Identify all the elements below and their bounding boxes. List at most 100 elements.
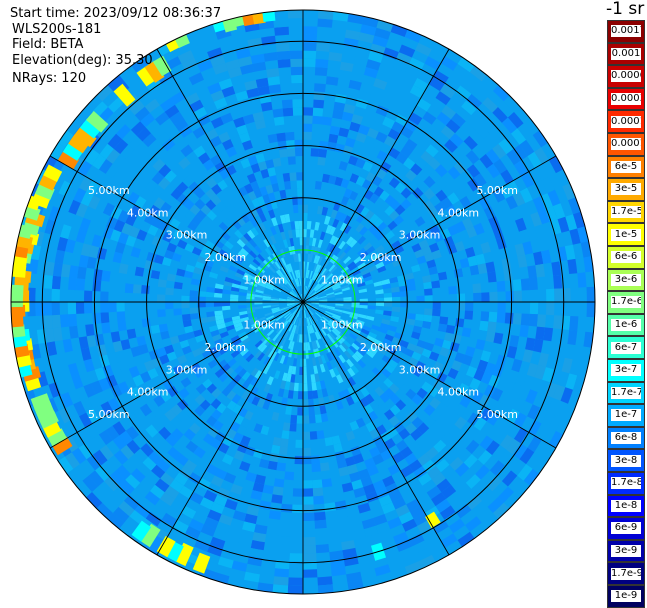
- field-cell: [328, 52, 342, 62]
- field-cell: [276, 552, 290, 561]
- field-cell: [44, 275, 53, 289]
- field-cell: [315, 59, 328, 68]
- field-cell: [313, 108, 324, 117]
- field-cell: [291, 407, 297, 416]
- colorbar-tick-label: 6e-5: [611, 161, 641, 173]
- elevation-label: Elevation(deg):: [12, 53, 111, 68]
- field-cell: [448, 286, 457, 295]
- range-label: 5.00km: [476, 184, 518, 197]
- colorbar-tick-label: 0.0017: [611, 25, 641, 37]
- field-cell: [497, 302, 505, 313]
- field-cell: [288, 10, 303, 19]
- colorbar: 0.00170.0010.00060.00030.000170.00016e-5…: [606, 0, 647, 607]
- start-time-value: 2023/09/12 08:36:37: [84, 6, 221, 21]
- field-label: Field:: [12, 37, 46, 52]
- field-cell: [303, 569, 317, 578]
- field-cell: [77, 267, 87, 280]
- field-cell: [479, 321, 488, 332]
- colorbar-tick-label: 1e-9: [611, 590, 641, 602]
- start-time-label: Start time:: [10, 6, 80, 21]
- colorbar-swatch: 3e-6: [607, 269, 645, 292]
- field-cell: [303, 115, 313, 123]
- field-cell: [293, 107, 303, 115]
- field-cell: [53, 263, 63, 277]
- field-cell: [271, 494, 282, 503]
- field-cell: [222, 302, 230, 306]
- field-cell: [415, 314, 424, 321]
- field-cell: [303, 140, 312, 148]
- colorbar-tick-label: 1.7e-6: [611, 296, 641, 308]
- field-cell: [324, 502, 336, 511]
- field-cell: [69, 265, 79, 278]
- field-cell: [457, 294, 465, 303]
- field-cell: [135, 267, 145, 277]
- field-cell: [527, 265, 537, 278]
- field-cell: [281, 430, 289, 439]
- field-cell: [269, 510, 281, 520]
- field-cell: [312, 480, 322, 489]
- field-cell: [149, 286, 158, 295]
- field-cell: [289, 423, 296, 432]
- field-cell: [303, 456, 312, 464]
- field-cell: [497, 312, 506, 323]
- field-cell: [287, 148, 296, 157]
- field-cell: [271, 445, 280, 454]
- field-cell: [303, 221, 307, 229]
- field-cell: [284, 181, 291, 190]
- field-cell: [530, 290, 538, 302]
- field-cell: [317, 576, 332, 585]
- field-cell: [432, 309, 441, 317]
- field-cell: [288, 586, 303, 595]
- field-cell: [141, 285, 150, 294]
- field-cell: [290, 415, 297, 424]
- field-cell: [554, 288, 563, 302]
- range-label: 5.00km: [88, 184, 130, 197]
- field-cell: [465, 302, 473, 311]
- instrument-name: WLS200s-181: [12, 22, 101, 37]
- field-cell: [264, 52, 278, 62]
- field-cell: [133, 284, 142, 293]
- field-cell: [52, 302, 60, 315]
- field-cell: [303, 432, 310, 440]
- field-cell: [181, 296, 189, 302]
- field-cell: [303, 367, 307, 375]
- field-cell: [295, 456, 304, 464]
- field-cell: [182, 314, 191, 321]
- field-cell: [60, 314, 69, 327]
- field-cell: [303, 42, 317, 51]
- field-cell: [273, 486, 284, 495]
- field-cell: [327, 68, 340, 78]
- field-cell: [28, 316, 37, 331]
- field-cell: [303, 107, 313, 115]
- field-cell: [543, 327, 553, 341]
- field-cell: [292, 83, 304, 91]
- field-cell: [165, 302, 173, 309]
- range-label: 2.00km: [205, 251, 247, 264]
- field-cell: [299, 221, 303, 229]
- field-cell: [297, 407, 303, 415]
- field-cell: [269, 84, 281, 94]
- field-cell: [173, 308, 182, 315]
- field-cell: [303, 480, 313, 488]
- colorbar-tick-label: 0.0003: [611, 93, 641, 105]
- field-cell: [274, 117, 285, 126]
- colorbar-swatch: 1.7e-6: [607, 291, 645, 314]
- field-cell: [158, 279, 167, 287]
- field-cell: [291, 67, 303, 75]
- field-cell: [315, 67, 328, 76]
- colorbar-tick-label: 1e-7: [611, 409, 641, 421]
- field-cell: [157, 302, 165, 310]
- field-cell: [280, 438, 288, 447]
- colorbar-tick-label: 1e-6: [611, 319, 641, 331]
- range-label: 4.00km: [127, 386, 169, 399]
- field-cell: [535, 264, 545, 278]
- field-cell: [303, 415, 309, 423]
- range-label: 2.00km: [360, 341, 402, 354]
- field-cell: [291, 529, 303, 537]
- field-cell: [276, 462, 286, 471]
- field-cell: [317, 157, 325, 166]
- field-cell: [530, 302, 538, 314]
- field-cell: [376, 302, 384, 306]
